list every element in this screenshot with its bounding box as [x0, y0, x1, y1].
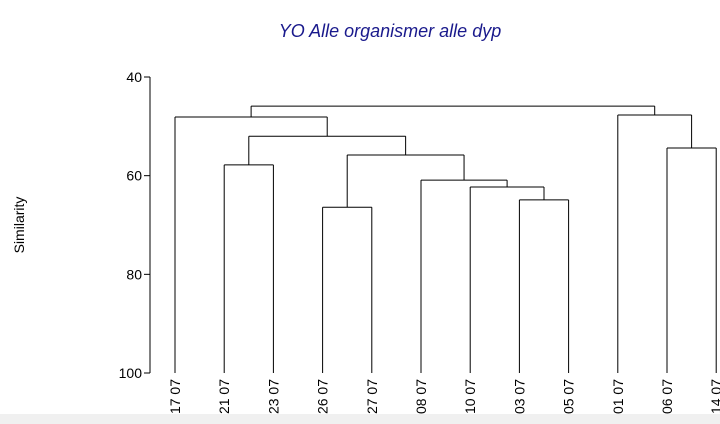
leaf-label: 14 07	[708, 379, 720, 414]
leaf-label: 10 07	[462, 379, 478, 414]
leaf-label: 01 07	[610, 379, 626, 414]
leaf-label: 27 07	[364, 379, 380, 414]
y-tick-label: 60	[126, 168, 142, 184]
leaf-label: 17 07	[167, 379, 183, 414]
chart-title: YO Alle organismer alle dyp	[279, 21, 501, 41]
leaf-label: 03 07	[511, 379, 527, 414]
leaf-label: 08 07	[413, 379, 429, 414]
bottom-strip	[0, 414, 720, 424]
leaf-label: 05 07	[561, 379, 577, 414]
y-axis-label: Similarity	[11, 197, 27, 254]
leaf-label: 21 07	[216, 379, 232, 414]
leaf-label: 23 07	[265, 379, 281, 414]
y-tick-label: 100	[119, 365, 143, 381]
leaf-label: 26 07	[315, 379, 331, 414]
y-tick-label: 40	[126, 69, 142, 85]
leaf-label: 06 07	[659, 379, 675, 414]
y-tick-label: 80	[126, 266, 142, 282]
